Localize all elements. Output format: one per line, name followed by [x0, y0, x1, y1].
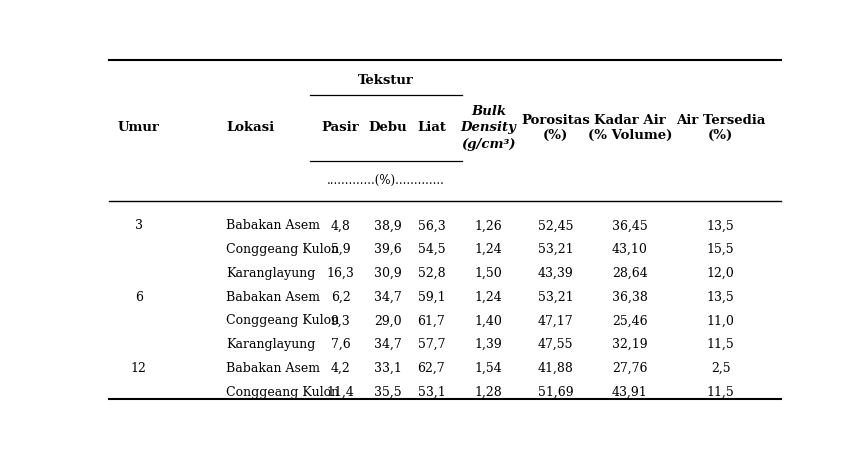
Text: 59,1: 59,1 [418, 291, 445, 304]
Text: 52,8: 52,8 [418, 267, 445, 280]
Text: 2,5: 2,5 [711, 362, 731, 375]
Text: Tekstur: Tekstur [358, 74, 414, 87]
Text: Air Tersedia
(%): Air Tersedia (%) [676, 114, 766, 142]
Text: 12: 12 [131, 362, 147, 375]
Text: 1,28: 1,28 [475, 386, 503, 399]
Text: Conggeang Kulon: Conggeang Kulon [227, 243, 339, 256]
Text: 43,39: 43,39 [538, 267, 574, 280]
Text: Umur: Umur [118, 121, 160, 134]
Text: 12,0: 12,0 [707, 267, 734, 280]
Text: 30,9: 30,9 [374, 267, 402, 280]
Text: 39,6: 39,6 [374, 243, 402, 256]
Text: 15,5: 15,5 [707, 243, 734, 256]
Text: 36,38: 36,38 [612, 291, 648, 304]
Text: 5,9: 5,9 [331, 243, 351, 256]
Text: 61,7: 61,7 [418, 314, 445, 327]
Text: 53,21: 53,21 [538, 243, 574, 256]
Text: 11,4: 11,4 [326, 386, 354, 399]
Text: 1,40: 1,40 [475, 314, 503, 327]
Text: 53,1: 53,1 [418, 386, 445, 399]
Text: 1,26: 1,26 [475, 219, 503, 232]
Text: 6,2: 6,2 [331, 291, 351, 304]
Text: 28,64: 28,64 [612, 267, 648, 280]
Text: Porositas
(%): Porositas (%) [522, 114, 590, 142]
Text: 34,7: 34,7 [374, 338, 402, 351]
Text: 1,39: 1,39 [475, 338, 503, 351]
Text: 27,76: 27,76 [612, 362, 648, 375]
Text: 38,9: 38,9 [374, 219, 402, 232]
Text: 32,19: 32,19 [612, 338, 648, 351]
Text: .............(%).............: .............(%)............. [327, 174, 445, 187]
Text: 6: 6 [135, 291, 142, 304]
Text: 52,45: 52,45 [538, 219, 574, 232]
Text: 13,5: 13,5 [707, 291, 734, 304]
Text: Karanglayung: Karanglayung [227, 338, 316, 351]
Text: 57,7: 57,7 [418, 338, 445, 351]
Text: 9,3: 9,3 [331, 314, 351, 327]
Text: Pasir: Pasir [322, 121, 359, 134]
Text: 11,5: 11,5 [707, 386, 734, 399]
Text: 4,8: 4,8 [331, 219, 351, 232]
Text: 1,54: 1,54 [475, 362, 503, 375]
Text: Lokasi: Lokasi [227, 121, 274, 134]
Text: 4,2: 4,2 [331, 362, 351, 375]
Text: Babakan Asem: Babakan Asem [227, 219, 320, 232]
Text: Liat: Liat [417, 121, 446, 134]
Text: 3: 3 [135, 219, 142, 232]
Text: 36,45: 36,45 [612, 219, 648, 232]
Text: Kadar Air
(% Volume): Kadar Air (% Volume) [588, 114, 672, 142]
Text: 41,88: 41,88 [538, 362, 574, 375]
Text: Conggeang Kulon: Conggeang Kulon [227, 386, 339, 399]
Text: 29,0: 29,0 [374, 314, 402, 327]
Text: 47,55: 47,55 [538, 338, 574, 351]
Text: 51,69: 51,69 [538, 386, 574, 399]
Text: 43,10: 43,10 [612, 243, 648, 256]
Text: 1,24: 1,24 [475, 291, 503, 304]
Text: 7,6: 7,6 [331, 338, 351, 351]
Text: 43,91: 43,91 [612, 386, 648, 399]
Text: Babakan Asem: Babakan Asem [227, 362, 320, 375]
Text: 13,5: 13,5 [707, 219, 734, 232]
Text: Conggeang Kulon: Conggeang Kulon [227, 314, 339, 327]
Text: 11,0: 11,0 [707, 314, 734, 327]
Text: 62,7: 62,7 [418, 362, 445, 375]
Text: 25,46: 25,46 [612, 314, 648, 327]
Text: 54,5: 54,5 [418, 243, 445, 256]
Text: 16,3: 16,3 [326, 267, 354, 280]
Text: 33,1: 33,1 [374, 362, 402, 375]
Text: Babakan Asem: Babakan Asem [227, 291, 320, 304]
Text: 34,7: 34,7 [374, 291, 402, 304]
Text: 1,50: 1,50 [475, 267, 503, 280]
Text: Debu: Debu [368, 121, 407, 134]
Text: Karanglayung: Karanglayung [227, 267, 316, 280]
Text: 11,5: 11,5 [707, 338, 734, 351]
Text: 47,17: 47,17 [538, 314, 574, 327]
Text: 56,3: 56,3 [418, 219, 445, 232]
Text: 53,21: 53,21 [538, 291, 574, 304]
Text: 1,24: 1,24 [475, 243, 503, 256]
Text: 35,5: 35,5 [374, 386, 402, 399]
Text: Bulk
Density
(g/cm³): Bulk Density (g/cm³) [461, 105, 516, 151]
